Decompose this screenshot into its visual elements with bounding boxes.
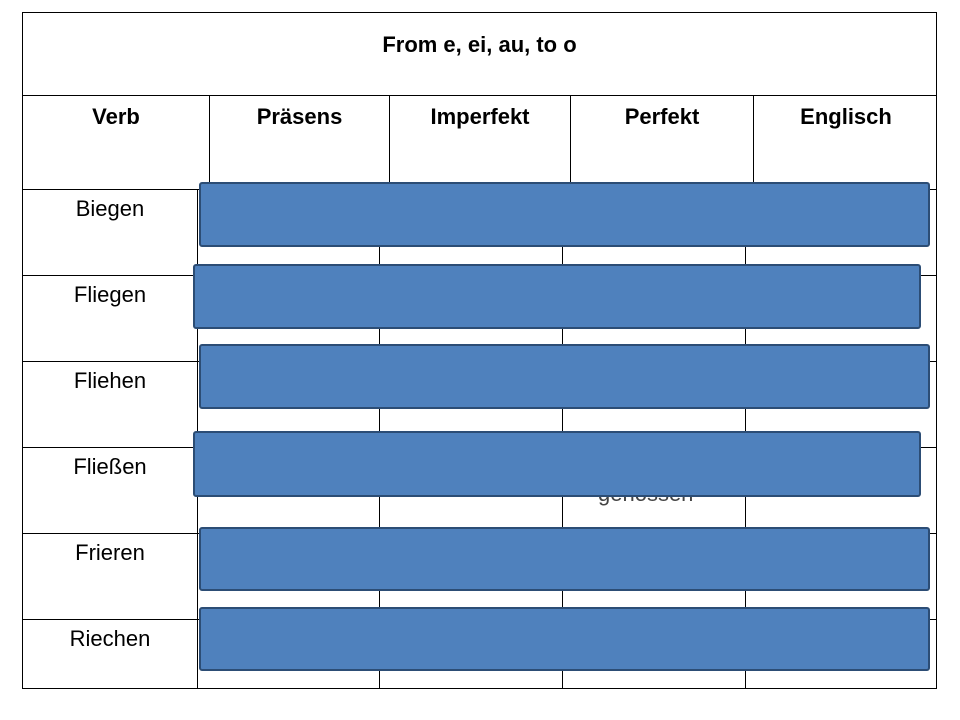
table-title: From e, ei, au, to o bbox=[23, 13, 936, 96]
header-englisch: Englisch bbox=[800, 104, 892, 129]
verb-cell: Fliehen bbox=[23, 362, 198, 447]
header-row: Verb Präsens Imperfekt Perfekt Englisch bbox=[23, 96, 936, 190]
header-praesens: Präsens bbox=[210, 96, 390, 189]
verb-cell: Riechen bbox=[23, 620, 198, 688]
answer-cover-frieren[interactable] bbox=[199, 527, 930, 591]
table-row: Riechen bbox=[23, 620, 936, 688]
header-perfekt: Perfekt bbox=[571, 96, 754, 189]
verb-cell: Frieren bbox=[23, 534, 198, 619]
answer-cover-biegen[interactable] bbox=[199, 182, 930, 247]
verb-cell: Fließen bbox=[23, 448, 198, 533]
verb-cell: Fliegen bbox=[23, 276, 198, 361]
answer-cover-riechen[interactable] bbox=[199, 607, 930, 671]
answer-cover-fliessen[interactable] bbox=[193, 431, 921, 497]
header-imperfekt: Imperfekt bbox=[390, 96, 571, 189]
answer-cover-fliehen[interactable] bbox=[199, 344, 930, 409]
verb-cell: Biegen bbox=[23, 190, 198, 275]
answer-cover-fliegen[interactable] bbox=[193, 264, 921, 329]
header-verb: Verb bbox=[23, 96, 210, 189]
